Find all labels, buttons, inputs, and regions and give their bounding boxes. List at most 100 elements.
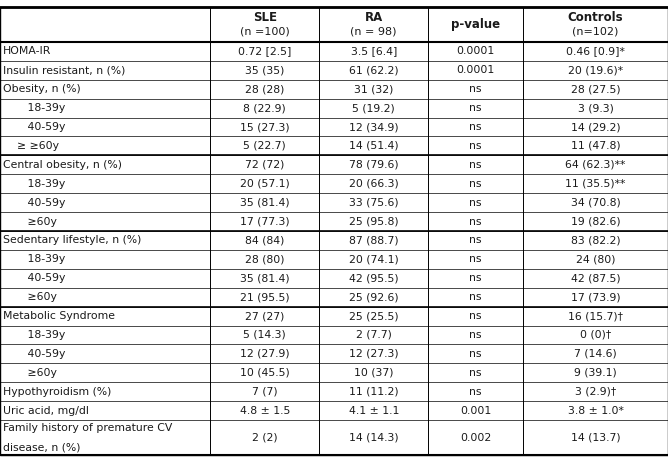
Text: Hypothyroidism (%): Hypothyroidism (%) (3, 387, 112, 397)
Text: (n = 98): (n = 98) (351, 27, 397, 36)
Text: ns: ns (470, 179, 482, 189)
Text: 18-39y: 18-39y (17, 255, 65, 264)
Text: ≥60y: ≥60y (17, 217, 57, 226)
Text: 35 (81.4): 35 (81.4) (240, 273, 290, 283)
Text: Metabolic Syndrome: Metabolic Syndrome (3, 311, 116, 321)
Text: 20 (57.1): 20 (57.1) (240, 179, 290, 189)
Text: 12 (34.9): 12 (34.9) (349, 122, 399, 132)
Text: 11 (11.2): 11 (11.2) (349, 387, 399, 397)
Text: 40-59y: 40-59y (17, 198, 65, 207)
Text: 7 (7): 7 (7) (252, 387, 278, 397)
Text: 14 (29.2): 14 (29.2) (570, 122, 621, 132)
Text: 10 (37): 10 (37) (354, 368, 393, 378)
Text: 2 (7.7): 2 (7.7) (356, 330, 391, 340)
Text: 19 (82.6): 19 (82.6) (570, 217, 621, 226)
Text: ns: ns (470, 236, 482, 245)
Text: 3.8 ± 1.0*: 3.8 ± 1.0* (568, 406, 623, 416)
Text: ns: ns (470, 349, 482, 359)
Text: 33 (75.6): 33 (75.6) (349, 198, 399, 207)
Text: ≥60y: ≥60y (17, 368, 57, 378)
Text: ns: ns (470, 292, 482, 302)
Text: Family history of premature CV: Family history of premature CV (3, 423, 173, 433)
Text: Central obesity, n (%): Central obesity, n (%) (3, 160, 122, 170)
Text: 8 (22.9): 8 (22.9) (244, 103, 286, 113)
Text: p-value: p-value (451, 18, 500, 31)
Text: 18-39y: 18-39y (17, 179, 65, 189)
Text: 14 (14.3): 14 (14.3) (349, 432, 399, 443)
Text: ≥60y: ≥60y (17, 292, 57, 302)
Text: ns: ns (470, 273, 482, 283)
Text: 72 (72): 72 (72) (245, 160, 285, 170)
Text: 5 (19.2): 5 (19.2) (353, 103, 395, 113)
Text: ns: ns (470, 387, 482, 397)
Text: ns: ns (470, 330, 482, 340)
Text: 27 (27): 27 (27) (245, 311, 285, 321)
Text: 0.46 [0.9]*: 0.46 [0.9]* (566, 46, 625, 56)
Text: RA: RA (365, 11, 383, 24)
Text: SLE: SLE (253, 11, 277, 24)
Text: 12 (27.3): 12 (27.3) (349, 349, 399, 359)
Text: 24 (80): 24 (80) (576, 255, 615, 264)
Text: 5 (22.7): 5 (22.7) (244, 141, 286, 151)
Text: 42 (87.5): 42 (87.5) (570, 273, 621, 283)
Text: 42 (95.5): 42 (95.5) (349, 273, 399, 283)
Text: 15 (27.3): 15 (27.3) (240, 122, 290, 132)
Text: ns: ns (470, 255, 482, 264)
Text: 3.5 [6.4]: 3.5 [6.4] (351, 46, 397, 56)
Text: ns: ns (470, 198, 482, 207)
Text: 2 (2): 2 (2) (252, 432, 278, 443)
Text: 78 (79.6): 78 (79.6) (349, 160, 399, 170)
Text: ns: ns (470, 122, 482, 132)
Text: 20 (74.1): 20 (74.1) (349, 255, 399, 264)
Text: 21 (95.5): 21 (95.5) (240, 292, 290, 302)
Text: Controls: Controls (568, 11, 623, 24)
Text: 7 (14.6): 7 (14.6) (574, 349, 617, 359)
Text: 18-39y: 18-39y (17, 330, 65, 340)
Text: 35 (81.4): 35 (81.4) (240, 198, 290, 207)
Text: 0.002: 0.002 (460, 432, 491, 443)
Text: 3 (2.9)†: 3 (2.9)† (575, 387, 616, 397)
Text: 35 (35): 35 (35) (245, 65, 285, 75)
Text: ≥ ≥60y: ≥ ≥60y (17, 141, 59, 151)
Text: Sedentary lifestyle, n (%): Sedentary lifestyle, n (%) (3, 236, 142, 245)
Text: ns: ns (470, 217, 482, 226)
Text: 16 (15.7)†: 16 (15.7)† (568, 311, 623, 321)
Text: 25 (92.6): 25 (92.6) (349, 292, 399, 302)
Text: ns: ns (470, 84, 482, 94)
Text: ns: ns (470, 103, 482, 113)
Text: 0 (0)†: 0 (0)† (580, 330, 611, 340)
Text: 10 (45.5): 10 (45.5) (240, 368, 290, 378)
Text: 34 (70.8): 34 (70.8) (570, 198, 621, 207)
Text: ns: ns (470, 311, 482, 321)
Text: (n=102): (n=102) (572, 27, 619, 36)
Text: 11 (47.8): 11 (47.8) (570, 141, 621, 151)
Text: 61 (62.2): 61 (62.2) (349, 65, 399, 75)
Text: 64 (62.3)**: 64 (62.3)** (565, 160, 626, 170)
Text: 11 (35.5)**: 11 (35.5)** (565, 179, 626, 189)
Text: 3 (9.3): 3 (9.3) (578, 103, 613, 113)
Text: 4.1 ± 1.1: 4.1 ± 1.1 (349, 406, 399, 416)
Text: Obesity, n (%): Obesity, n (%) (3, 84, 81, 94)
Text: 12 (27.9): 12 (27.9) (240, 349, 290, 359)
Text: HOMA-IR: HOMA-IR (3, 46, 51, 56)
Text: 83 (82.2): 83 (82.2) (570, 236, 621, 245)
Text: ns: ns (470, 141, 482, 151)
Text: 40-59y: 40-59y (17, 273, 65, 283)
Text: 14 (13.7): 14 (13.7) (570, 432, 621, 443)
Text: 28 (27.5): 28 (27.5) (570, 84, 621, 94)
Text: Uric acid, mg/dl: Uric acid, mg/dl (3, 406, 90, 416)
Text: 5 (14.3): 5 (14.3) (244, 330, 286, 340)
Text: disease, n (%): disease, n (%) (3, 442, 81, 452)
Text: 0.001: 0.001 (460, 406, 491, 416)
Text: Insulin resistant, n (%): Insulin resistant, n (%) (3, 65, 126, 75)
Text: 40-59y: 40-59y (17, 122, 65, 132)
Text: (n =100): (n =100) (240, 27, 290, 36)
Text: 0.0001: 0.0001 (456, 46, 495, 56)
Text: 25 (25.5): 25 (25.5) (349, 311, 399, 321)
Text: 25 (95.8): 25 (95.8) (349, 217, 399, 226)
Text: 31 (32): 31 (32) (354, 84, 393, 94)
Text: 9 (39.1): 9 (39.1) (574, 368, 617, 378)
Text: 18-39y: 18-39y (17, 103, 65, 113)
Text: ns: ns (470, 368, 482, 378)
Text: 14 (51.4): 14 (51.4) (349, 141, 399, 151)
